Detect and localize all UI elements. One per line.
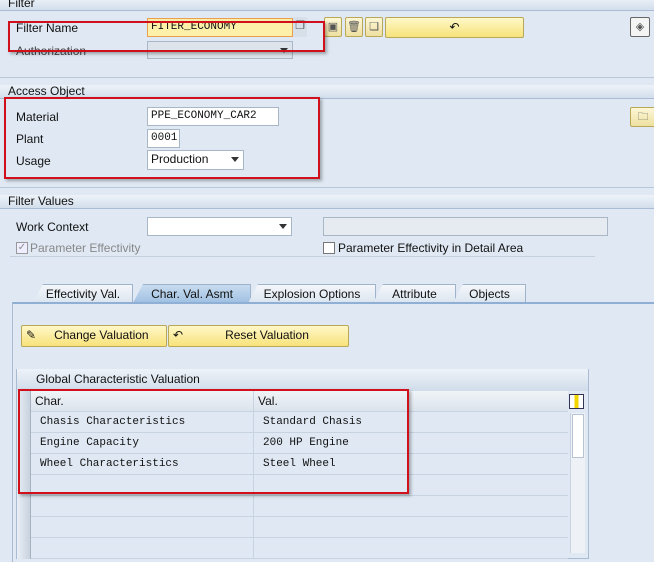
table-title: Global Characteristic Valuation bbox=[17, 369, 588, 391]
row-selector[interactable] bbox=[17, 496, 31, 517]
table-settings-icon[interactable] bbox=[569, 394, 584, 409]
authorization-dropdown[interactable] bbox=[147, 41, 293, 59]
row-selector[interactable] bbox=[17, 475, 31, 496]
table-row[interactable] bbox=[17, 538, 568, 559]
row-selector[interactable] bbox=[17, 433, 31, 454]
tab-objects[interactable]: Objects bbox=[453, 284, 526, 303]
table-row[interactable]: Wheel Characteristics Steel Wheel bbox=[17, 454, 568, 475]
parameter-effectivity-label: Parameter Effectivity bbox=[30, 241, 141, 255]
parameter-detail-label: Parameter Effectivity in Detail Area bbox=[338, 241, 524, 255]
chevron-down-icon bbox=[231, 157, 239, 162]
material-label: Material bbox=[16, 110, 59, 124]
divider bbox=[10, 256, 595, 257]
row-selector[interactable] bbox=[17, 412, 31, 433]
access-object-header: Access Object bbox=[0, 85, 654, 99]
access-object-section bbox=[0, 85, 654, 188]
val-cell bbox=[254, 496, 568, 517]
table-row[interactable]: Engine Capacity 200 HP Engine bbox=[17, 433, 568, 454]
filter-section bbox=[0, 0, 654, 78]
undo-icon: ↶ bbox=[449, 20, 460, 34]
folder-icon[interactable]: 🗀 bbox=[630, 107, 654, 127]
val-cell: Steel Wheel bbox=[263, 458, 336, 470]
chevron-down-icon bbox=[280, 48, 288, 53]
filter-name-label: Filter Name bbox=[16, 21, 79, 35]
val-cell bbox=[254, 517, 568, 538]
table-row[interactable] bbox=[17, 517, 568, 538]
filter-name-input[interactable]: FITER_ECONOMY bbox=[147, 18, 293, 37]
authorization-label: Authorization bbox=[16, 44, 87, 58]
val-cell bbox=[254, 538, 568, 559]
row-selector[interactable] bbox=[17, 538, 31, 559]
table-header: Char. Val. bbox=[17, 391, 568, 412]
filter-header: Filter bbox=[0, 0, 654, 11]
row-selector[interactable] bbox=[17, 454, 31, 475]
column-header-val[interactable]: Val. bbox=[258, 394, 278, 408]
tab-effectivity-val[interactable]: Effectivity Val. bbox=[33, 284, 133, 303]
table-row[interactable]: Chasis Characteristics Standard Chasis bbox=[17, 412, 568, 433]
edit-icon: ✎ bbox=[26, 328, 37, 342]
char-cell: Chasis Characteristics bbox=[31, 412, 254, 433]
undo-button[interactable]: ↶ bbox=[385, 17, 524, 38]
work-context-label: Work Context bbox=[16, 220, 89, 234]
char-cell bbox=[31, 475, 254, 496]
char-cell bbox=[31, 517, 254, 538]
tab-attribute[interactable]: Attribute bbox=[373, 284, 456, 303]
tab-explosion-options[interactable]: Explosion Options bbox=[248, 284, 376, 303]
chevron-down-icon bbox=[279, 224, 287, 229]
scrollbar-thumb[interactable] bbox=[572, 414, 584, 458]
usage-label: Usage bbox=[16, 154, 51, 168]
tab-char-val-asmt[interactable]: Char. Val. Asmt bbox=[133, 284, 251, 303]
work-context-dropdown[interactable] bbox=[147, 217, 292, 236]
change-valuation-button[interactable]: ✎ Change Valuation bbox=[21, 325, 167, 347]
val-cell: Standard Chasis bbox=[263, 416, 363, 428]
char-cell: Wheel Characteristics bbox=[31, 454, 254, 475]
table-row[interactable] bbox=[17, 475, 568, 496]
save-icon[interactable]: ▣ bbox=[324, 17, 342, 37]
undo-icon: ↶ bbox=[173, 328, 184, 342]
val-cell: 200 HP Engine bbox=[263, 437, 349, 449]
plant-label: Plant bbox=[16, 132, 44, 146]
char-cell: Engine Capacity bbox=[31, 433, 254, 454]
material-input[interactable]: PPE_ECONOMY_CAR2 bbox=[147, 107, 279, 126]
tab-panel bbox=[12, 302, 654, 562]
vertical-scrollbar[interactable] bbox=[570, 413, 585, 553]
delete-icon[interactable]: 🗑 bbox=[345, 17, 363, 37]
plant-input[interactable]: 0001 bbox=[147, 129, 180, 148]
copy-icon[interactable]: ❐ bbox=[293, 17, 307, 37]
row-selector[interactable] bbox=[17, 517, 31, 538]
parameter-effectivity-checkbox[interactable]: ✓ bbox=[16, 242, 28, 254]
char-cell bbox=[31, 538, 254, 559]
val-cell bbox=[254, 475, 568, 496]
display-icon[interactable]: ◈ bbox=[630, 17, 650, 37]
duplicate-icon[interactable]: ❏ bbox=[365, 17, 383, 37]
char-cell bbox=[31, 496, 254, 517]
usage-dropdown[interactable]: Production bbox=[147, 150, 244, 170]
work-context-description bbox=[323, 217, 608, 236]
column-header-char[interactable]: Char. bbox=[31, 391, 254, 412]
table-row[interactable] bbox=[17, 496, 568, 517]
select-all[interactable] bbox=[17, 391, 31, 412]
filter-values-header: Filter Values bbox=[0, 195, 654, 209]
reset-valuation-button[interactable]: ↶ Reset Valuation bbox=[168, 325, 349, 347]
parameter-detail-checkbox[interactable] bbox=[323, 242, 335, 254]
